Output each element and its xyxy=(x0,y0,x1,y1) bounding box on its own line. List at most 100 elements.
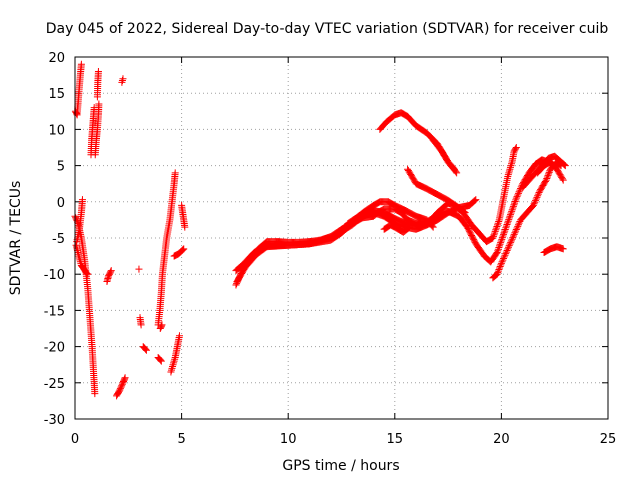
data-point xyxy=(505,243,513,251)
data-point xyxy=(515,219,523,227)
data-point xyxy=(512,196,520,204)
data-point xyxy=(83,269,91,277)
data-point xyxy=(157,357,165,365)
data-point xyxy=(492,224,500,232)
data-point xyxy=(561,161,569,169)
data-point xyxy=(156,355,164,363)
data-point xyxy=(505,214,513,222)
data-point xyxy=(95,100,103,108)
data-point xyxy=(506,163,514,171)
data-point xyxy=(502,248,510,256)
data-point xyxy=(545,168,553,176)
data-point xyxy=(498,258,506,266)
data-point xyxy=(491,227,499,235)
data-point xyxy=(84,270,92,278)
data-point xyxy=(169,363,177,371)
data-point xyxy=(141,344,149,352)
data-point xyxy=(504,219,512,227)
data-point xyxy=(429,223,437,231)
data-point xyxy=(498,234,506,242)
y-tick-label: -5 xyxy=(52,232,65,247)
data-point xyxy=(506,212,514,220)
data-point xyxy=(515,188,523,196)
data-point xyxy=(494,221,502,229)
data-point xyxy=(494,245,502,253)
data-point xyxy=(507,237,515,245)
data-point xyxy=(496,262,504,270)
data-point xyxy=(170,359,178,367)
data-point xyxy=(495,242,503,250)
data-point xyxy=(545,170,553,178)
chart-title: Day 045 of 2022, Sidereal Day-to-day VTE… xyxy=(46,21,609,37)
data-point xyxy=(504,245,512,253)
data-point xyxy=(506,240,514,248)
data-point xyxy=(542,176,550,184)
data-point xyxy=(501,251,509,259)
data-point xyxy=(121,375,129,383)
data-point xyxy=(506,165,514,173)
data-point xyxy=(561,162,569,170)
data-point xyxy=(508,160,516,168)
data-point xyxy=(175,332,183,340)
data-point xyxy=(157,356,165,364)
data-point xyxy=(496,240,504,248)
data-point xyxy=(91,390,99,398)
data-point xyxy=(507,211,515,219)
data-point xyxy=(428,222,436,230)
data-point xyxy=(107,267,115,275)
data-point xyxy=(121,374,129,382)
data-point xyxy=(532,195,540,203)
data-point xyxy=(504,172,512,180)
data-point xyxy=(514,191,522,199)
data-point xyxy=(543,175,551,183)
data-point xyxy=(497,237,505,245)
data-point xyxy=(157,322,165,330)
data-point xyxy=(509,234,517,242)
data-point xyxy=(78,196,86,204)
data-point xyxy=(116,386,124,394)
data-point xyxy=(494,247,502,255)
y-tick-label: -10 xyxy=(44,268,65,283)
y-tick-label: 5 xyxy=(57,160,65,175)
y-tick-label: 0 xyxy=(57,196,65,211)
data-point xyxy=(544,171,552,179)
data-point xyxy=(170,357,178,365)
data-point xyxy=(137,321,145,329)
data-point xyxy=(168,364,176,372)
data-point xyxy=(405,224,413,232)
data-point xyxy=(118,78,126,86)
data-point xyxy=(502,222,510,230)
data-point xyxy=(489,232,497,240)
data-point xyxy=(501,225,509,233)
data-point xyxy=(77,60,85,68)
data-point xyxy=(494,269,502,277)
data-point xyxy=(490,231,498,239)
y-tick-label: 15 xyxy=(48,87,65,102)
data-point xyxy=(496,264,504,272)
grid xyxy=(75,57,608,419)
data-point xyxy=(505,242,513,250)
data-point xyxy=(514,221,522,229)
data-point xyxy=(501,227,509,235)
data-point xyxy=(558,175,566,183)
data-point xyxy=(82,269,90,277)
data-point xyxy=(495,266,503,274)
x-tick-label: 25 xyxy=(600,432,617,447)
data-point xyxy=(543,173,551,181)
data-point xyxy=(507,162,515,170)
x-tick-label: 20 xyxy=(493,432,510,447)
data-point xyxy=(374,199,382,207)
data-point xyxy=(498,235,506,243)
data-point xyxy=(508,207,516,215)
y-tick-label: 20 xyxy=(48,51,65,66)
y-axis: -30 -25 -20 -15 -10 -5 0 5 10 15 20 xyxy=(44,51,608,428)
data-point xyxy=(450,165,458,173)
data-point xyxy=(507,209,515,217)
data-point xyxy=(118,77,126,85)
data-point xyxy=(508,235,516,243)
data-point xyxy=(499,232,507,240)
data-point xyxy=(404,225,412,233)
plot-frame xyxy=(74,56,609,420)
data-point xyxy=(533,193,541,201)
data-point xyxy=(514,222,522,230)
